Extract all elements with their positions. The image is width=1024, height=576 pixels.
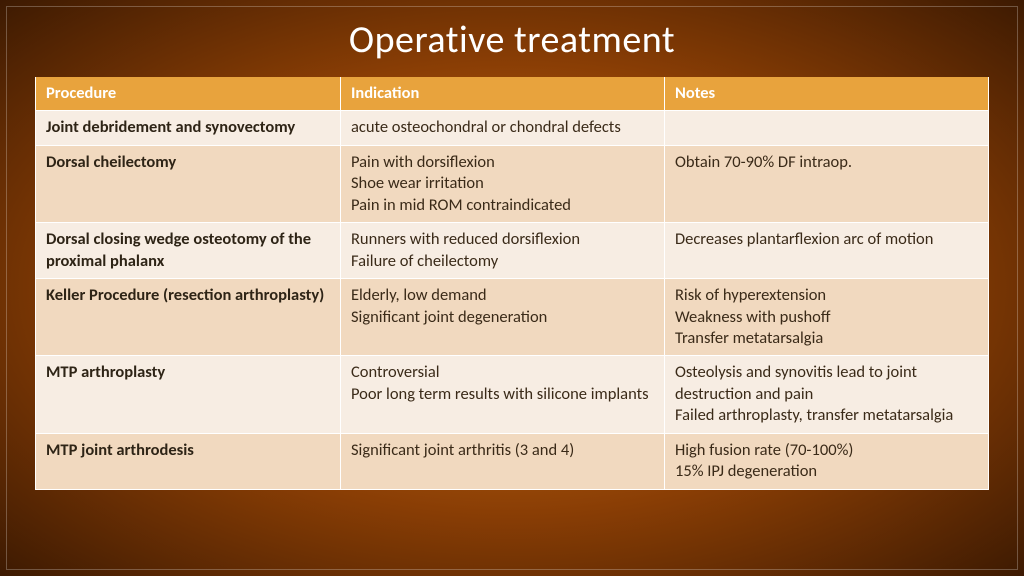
cell-procedure: Dorsal closing wedge osteotomy of the pr…	[36, 223, 341, 279]
slide-frame: Operative treatment Procedure Indication…	[6, 6, 1018, 570]
table-row: MTP joint arthrodesis Significant joint …	[36, 433, 989, 489]
col-header-procedure: Procedure	[36, 77, 341, 111]
cell-notes: Decreases plantarflexion arc of motion	[664, 223, 988, 279]
cell-indication: Runners with reduced dorsiflexion Failur…	[340, 223, 664, 279]
procedures-table: Procedure Indication Notes Joint debride…	[35, 77, 989, 490]
slide-title: Operative treatment	[7, 7, 1017, 77]
col-header-notes: Notes	[664, 77, 988, 111]
cell-procedure: Joint debridement and synovectomy	[36, 111, 341, 145]
cell-procedure: Keller Procedure (resection arthroplasty…	[36, 279, 341, 356]
table-header-row: Procedure Indication Notes	[36, 77, 989, 111]
cell-procedure: Dorsal cheilectomy	[36, 145, 341, 222]
cell-notes: Obtain 70-90% DF intraop.	[664, 145, 988, 222]
table-row: Keller Procedure (resection arthroplasty…	[36, 279, 989, 356]
cell-indication: Significant joint arthritis (3 and 4)	[340, 433, 664, 489]
cell-procedure: MTP arthroplasty	[36, 356, 341, 433]
table-row: Dorsal closing wedge osteotomy of the pr…	[36, 223, 989, 279]
cell-indication: Elderly, low demand Significant joint de…	[340, 279, 664, 356]
col-header-indication: Indication	[340, 77, 664, 111]
table-row: MTP arthroplasty Controversial Poor long…	[36, 356, 989, 433]
cell-indication: Pain with dorsiflexion Shoe wear irritat…	[340, 145, 664, 222]
cell-indication: acute osteochondral or chondral defects	[340, 111, 664, 145]
cell-indication: Controversial Poor long term results wit…	[340, 356, 664, 433]
table-row: Joint debridement and synovectomy acute …	[36, 111, 989, 145]
table-row: Dorsal cheilectomy Pain with dorsiflexio…	[36, 145, 989, 222]
cell-procedure: MTP joint arthrodesis	[36, 433, 341, 489]
cell-notes: High fusion rate (70-100%) 15% IPJ degen…	[664, 433, 988, 489]
cell-notes	[664, 111, 988, 145]
cell-notes: Osteolysis and synovitis lead to joint d…	[664, 356, 988, 433]
cell-notes: Risk of hyperextension Weakness with pus…	[664, 279, 988, 356]
